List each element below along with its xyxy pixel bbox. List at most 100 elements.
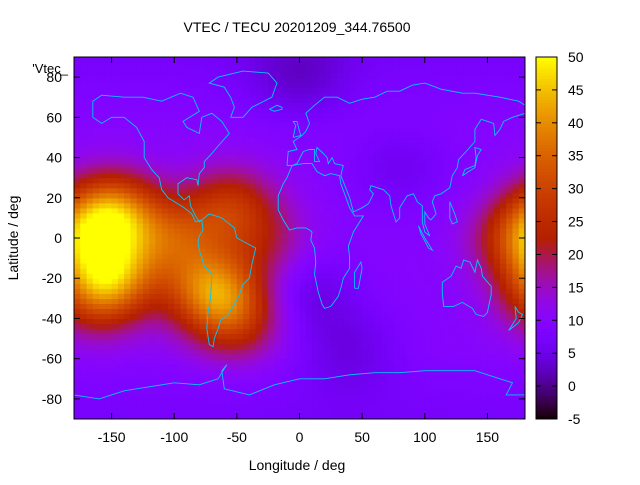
heatmap-cell xyxy=(393,268,401,274)
heatmap-cell xyxy=(243,338,250,345)
heatmap-cell xyxy=(399,353,407,360)
heatmap-cell xyxy=(512,258,520,264)
heatmap-cell xyxy=(111,288,119,294)
heatmap-cell xyxy=(205,348,213,355)
heatmap-cell xyxy=(324,222,332,229)
heatmap-cell xyxy=(405,157,413,164)
heatmap-cell xyxy=(462,177,470,184)
heatmap-cell xyxy=(218,157,225,164)
heatmap-cell xyxy=(518,338,525,345)
heatmap-cell xyxy=(324,288,332,294)
heatmap-cell xyxy=(224,303,232,309)
heatmap-cell xyxy=(393,403,401,410)
heatmap-cell xyxy=(293,343,301,350)
heatmap-cell xyxy=(487,217,495,224)
heatmap-cell xyxy=(481,222,489,229)
heatmap-cell xyxy=(424,403,432,410)
heatmap-cell xyxy=(236,187,244,194)
heatmap-cell xyxy=(274,207,282,214)
heatmap-cell xyxy=(99,353,106,360)
heatmap-cell xyxy=(155,217,163,224)
heatmap-cell xyxy=(362,97,369,103)
heatmap-cell xyxy=(387,102,395,108)
heatmap-cell xyxy=(74,97,81,103)
heatmap-cell xyxy=(211,273,219,279)
heatmap-cell xyxy=(368,117,376,123)
heatmap-cell xyxy=(167,147,175,154)
heatmap-cell xyxy=(487,338,495,345)
heatmap-cell xyxy=(124,248,131,254)
heatmap-cell xyxy=(86,333,94,340)
heatmap-cell xyxy=(130,137,138,144)
heatmap-cell xyxy=(236,167,244,174)
heatmap-cell xyxy=(506,408,514,415)
heatmap-cell xyxy=(493,328,501,335)
heatmap-cell xyxy=(80,318,88,325)
heatmap-cell xyxy=(330,238,338,244)
heatmap-cell xyxy=(286,373,294,380)
heatmap-cell xyxy=(199,127,207,134)
heatmap-cell xyxy=(318,348,326,355)
heatmap-cell xyxy=(468,318,476,325)
heatmap-cell xyxy=(474,298,482,304)
heatmap-cell xyxy=(506,207,514,214)
heatmap-cell xyxy=(405,378,413,385)
heatmap-cell xyxy=(362,333,369,340)
heatmap-cell xyxy=(149,273,157,279)
heatmap-cell xyxy=(431,298,438,304)
heatmap-cell xyxy=(437,197,445,204)
heatmap-cell xyxy=(405,343,413,350)
heatmap-cell xyxy=(105,122,113,128)
heatmap-cell xyxy=(343,303,351,309)
heatmap-cell xyxy=(167,112,175,118)
heatmap-cell xyxy=(255,227,263,234)
heatmap-cell xyxy=(374,293,382,299)
heatmap-cell xyxy=(299,142,307,149)
heatmap-cell xyxy=(337,97,344,103)
heatmap-cell xyxy=(468,273,476,279)
heatmap-cell xyxy=(111,82,119,88)
heatmap-cell xyxy=(468,393,476,400)
heatmap-cell xyxy=(224,222,232,229)
heatmap-cell xyxy=(318,222,326,229)
heatmap-cell xyxy=(456,348,463,355)
heatmap-cell xyxy=(224,182,232,189)
heatmap-cell xyxy=(142,212,150,219)
heatmap-cell xyxy=(224,87,232,93)
heatmap-cell xyxy=(443,243,451,249)
heatmap-cell xyxy=(305,102,313,108)
heatmap-cell xyxy=(236,263,244,269)
heatmap-cell xyxy=(493,338,501,345)
heatmap-cell xyxy=(136,293,144,299)
heatmap-cell xyxy=(318,82,326,88)
heatmap-cell xyxy=(193,303,200,309)
heatmap-cell xyxy=(305,117,313,123)
heatmap-cell xyxy=(312,172,319,179)
heatmap-cell xyxy=(92,207,100,214)
heatmap-cell xyxy=(456,102,463,108)
heatmap-cell xyxy=(274,92,282,98)
heatmap-cell xyxy=(493,243,501,249)
heatmap-cell xyxy=(124,207,131,214)
heatmap-cell xyxy=(293,378,301,385)
heatmap-cell xyxy=(387,122,395,128)
heatmap-cell xyxy=(261,413,269,419)
heatmap-cell xyxy=(261,348,269,355)
heatmap-cell xyxy=(180,182,188,189)
heatmap-cell xyxy=(412,187,420,194)
heatmap-cell xyxy=(174,363,182,370)
heatmap-cell xyxy=(186,232,194,239)
heatmap-cell xyxy=(180,358,188,365)
heatmap-cell xyxy=(462,238,470,244)
heatmap-cell xyxy=(293,107,301,113)
heatmap-cell xyxy=(330,353,338,360)
heatmap-cell xyxy=(142,263,150,269)
heatmap-cell xyxy=(312,308,319,315)
heatmap-cell xyxy=(499,403,507,410)
heatmap-cell xyxy=(437,182,445,189)
heatmap-cell xyxy=(387,408,395,415)
heatmap-cell xyxy=(205,363,213,370)
heatmap-cell xyxy=(318,192,326,199)
heatmap-cell xyxy=(343,152,351,159)
heatmap-cell xyxy=(193,157,200,164)
